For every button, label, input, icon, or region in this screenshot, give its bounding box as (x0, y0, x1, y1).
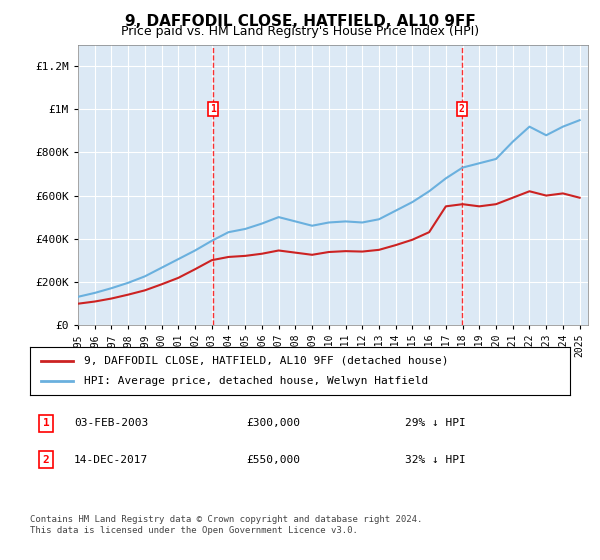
Text: £550,000: £550,000 (246, 455, 300, 465)
Text: Contains HM Land Registry data © Crown copyright and database right 2024.
This d: Contains HM Land Registry data © Crown c… (30, 515, 422, 535)
Text: 1: 1 (43, 418, 50, 428)
Text: 9, DAFFODIL CLOSE, HATFIELD, AL10 9FF: 9, DAFFODIL CLOSE, HATFIELD, AL10 9FF (125, 14, 475, 29)
Text: Price paid vs. HM Land Registry's House Price Index (HPI): Price paid vs. HM Land Registry's House … (121, 25, 479, 38)
Text: 2: 2 (43, 455, 50, 465)
Text: 32% ↓ HPI: 32% ↓ HPI (404, 455, 466, 465)
Text: 9, DAFFODIL CLOSE, HATFIELD, AL10 9FF (detached house): 9, DAFFODIL CLOSE, HATFIELD, AL10 9FF (d… (84, 356, 449, 366)
Text: HPI: Average price, detached house, Welwyn Hatfield: HPI: Average price, detached house, Welw… (84, 376, 428, 386)
Text: 1: 1 (211, 104, 216, 114)
Text: 14-DEC-2017: 14-DEC-2017 (74, 455, 148, 465)
Text: 29% ↓ HPI: 29% ↓ HPI (404, 418, 466, 428)
Text: 2: 2 (459, 104, 464, 114)
Text: 03-FEB-2003: 03-FEB-2003 (74, 418, 148, 428)
Text: £300,000: £300,000 (246, 418, 300, 428)
